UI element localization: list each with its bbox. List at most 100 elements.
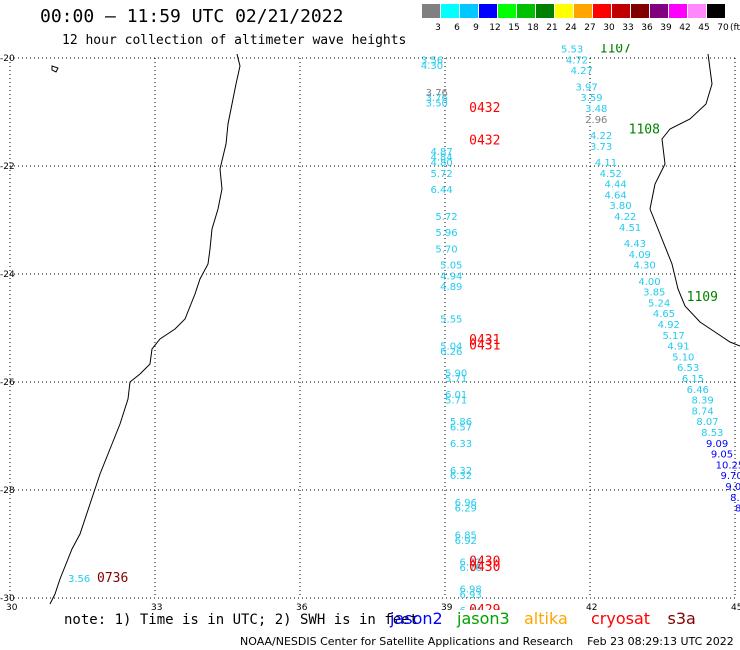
scale-swatch xyxy=(574,4,592,18)
africa-coastline xyxy=(49,53,241,605)
satellite-legend-jason2: jason2 xyxy=(390,609,443,628)
pass-time-label: 0429 xyxy=(469,603,500,610)
swh-value: 6.57 xyxy=(450,423,472,434)
swh-value: 2.96 xyxy=(585,115,607,126)
swh-value: 4.11 xyxy=(595,158,617,169)
scale-swatch xyxy=(631,4,649,18)
swh-value: 6.26 xyxy=(440,347,462,358)
pass-time-label: 0431 xyxy=(469,339,500,354)
scale-label: 24 xyxy=(565,23,577,33)
swh-value: 5.86 xyxy=(450,417,472,428)
scale-swatch xyxy=(441,4,459,18)
swh-value: 4.92 xyxy=(658,320,680,331)
lat-tick-label: -20 xyxy=(0,54,15,64)
swh-value: 9.09 xyxy=(706,439,728,450)
swh-value: 4.89 xyxy=(440,282,462,293)
lon-tick-label: 42 xyxy=(586,603,597,610)
swh-value: 5.10 xyxy=(672,352,694,363)
swh-value: 6.93 xyxy=(460,590,482,601)
swh-value: 6.76 xyxy=(460,563,482,574)
swh-value: 4.22 xyxy=(614,212,636,223)
scale-label: 6 xyxy=(454,23,460,33)
pass-time-labels: 0432043204310431043004300429042907361107… xyxy=(97,44,718,610)
swh-value: 3.80 xyxy=(609,201,631,212)
swh-value: 4.27 xyxy=(571,66,593,77)
swh-value: 5.24 xyxy=(648,298,670,309)
swh-value: 4.30 xyxy=(634,261,656,272)
swh-value: 4.09 xyxy=(629,250,651,261)
scale-label: 15 xyxy=(508,23,520,33)
scale-swatch xyxy=(669,4,687,18)
swh-value: 8.39 xyxy=(692,396,714,407)
scale-swatch xyxy=(650,4,668,18)
swh-value: 6.33 xyxy=(450,439,472,450)
lat-tick-label: -22 xyxy=(0,162,15,172)
swh-value: 4.51 xyxy=(619,223,641,234)
lat-tick-label: -28 xyxy=(0,486,15,496)
swh-value: 4.00 xyxy=(638,277,660,288)
scale-unit: (ft) xyxy=(730,23,740,33)
swh-value: 4.52 xyxy=(600,169,622,180)
swh-value: 3.56 xyxy=(421,55,443,66)
swh-value: 6.29 xyxy=(455,504,477,515)
satellite-legend-jason3: jason3 xyxy=(457,609,510,628)
lon-tick-label: 36 xyxy=(296,603,308,610)
scale-swatch xyxy=(612,4,630,18)
pass-time-label: 0430 xyxy=(469,555,500,570)
swh-value: 4.80 xyxy=(431,158,453,169)
scale-label: 12 xyxy=(489,23,501,33)
swh-value: 5.90 xyxy=(445,369,467,380)
swh-value: 9.05 xyxy=(711,450,733,461)
swh-value: 5.72 xyxy=(431,169,453,180)
pass-time-label: 0736 xyxy=(97,571,128,586)
swh-value: 4.87 xyxy=(431,147,453,158)
swh-value: 4.72 xyxy=(566,55,588,66)
swh-value: 4.84 xyxy=(431,153,453,164)
swh-value: 4.44 xyxy=(605,180,627,191)
swh-value: 8.97 xyxy=(730,493,740,504)
swh-value: 10.25 xyxy=(716,460,740,471)
scale-label: 39 xyxy=(660,23,672,33)
swh-value: 3.73 xyxy=(590,142,612,153)
lon-tick-label: 30 xyxy=(6,603,18,610)
island-shape xyxy=(51,65,59,73)
swh-value: 4.91 xyxy=(667,342,689,353)
footer-note: note: 1) Time is in UTC; 2) SWH is in fe… xyxy=(64,612,419,628)
wave-height-map: 30 33 36 39 42 45-20-22-24-26-28-30 3.564.303… xyxy=(0,44,740,610)
swh-value: 5.71 xyxy=(445,374,467,385)
scale-label: 21 xyxy=(546,23,558,33)
scale-label: 3 xyxy=(435,23,441,33)
swh-value: 4.43 xyxy=(624,239,646,250)
swh-value: 4.22 xyxy=(590,131,612,142)
swh-value: 8.53 xyxy=(701,428,723,439)
scale-swatch xyxy=(498,4,516,18)
pass-time-label: 1107 xyxy=(600,44,631,57)
footer-credit: NOAA/NESDIS Center for Satellite Applica… xyxy=(240,635,734,648)
lon-tick-label: 39 xyxy=(441,603,453,610)
swh-value: 9.70 xyxy=(721,471,740,482)
swh-value: 5.70 xyxy=(435,244,457,255)
pass-time-label: 0432 xyxy=(469,133,500,148)
scale-swatch xyxy=(555,4,573,18)
lon-tick-label: 45 xyxy=(731,603,740,610)
swh-value: 6.92 xyxy=(455,536,477,547)
swh-value: 4.30 xyxy=(421,61,443,72)
scale-swatch xyxy=(593,4,611,18)
scale-label: 27 xyxy=(584,23,596,33)
lat-tick-label: -26 xyxy=(0,378,15,388)
swh-value: 6.53 xyxy=(677,363,699,374)
scale-label: 36 xyxy=(641,23,653,33)
swh-value: 5.17 xyxy=(663,331,685,342)
altimeter-values: 3.564.303.763.504.874.844.805.726.445.72… xyxy=(68,45,740,610)
swh-value: 3.59 xyxy=(580,93,602,104)
swh-value: 9.05 xyxy=(725,482,740,493)
swh-value: 4.64 xyxy=(605,190,627,201)
swh-value: 6.15 xyxy=(682,374,704,385)
swh-value: 3.97 xyxy=(576,82,598,93)
swh-value: 8.07 xyxy=(696,417,718,428)
satellite-legend-s3a: s3a xyxy=(667,609,696,628)
pass-time-label: 0431 xyxy=(469,333,500,348)
grid-lines xyxy=(9,57,736,599)
pass-time-label: 0430 xyxy=(469,560,500,575)
satellite-legend-altika: altika xyxy=(524,609,568,628)
